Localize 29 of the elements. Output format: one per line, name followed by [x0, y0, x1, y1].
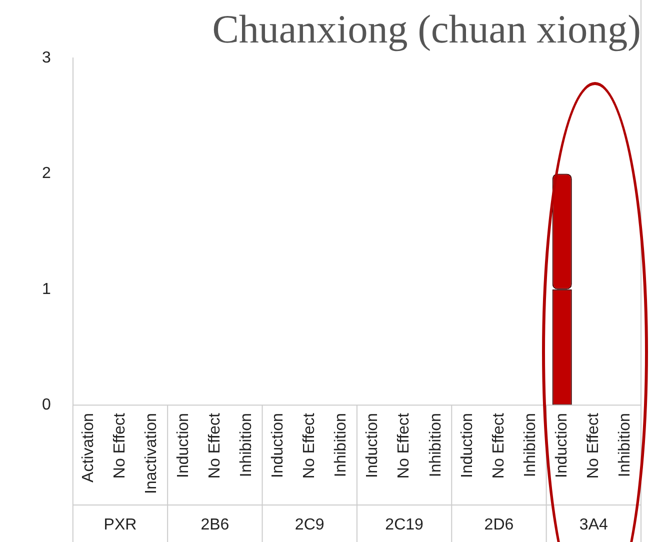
- y-tick-label: 1: [42, 280, 51, 298]
- x-tick-label: No Effect: [206, 412, 224, 479]
- text: 2C9: [294, 516, 324, 534]
- x-tick-label: Activation: [80, 413, 98, 482]
- x-tick-label: Induction: [364, 413, 382, 478]
- text: 3A4: [579, 516, 608, 534]
- text: 2B6: [200, 516, 230, 534]
- text: PXR: [104, 516, 137, 534]
- y-tick-label: 0: [42, 396, 51, 414]
- chart-title: Chuanxiong (chuan xiong): [212, 6, 641, 52]
- x-tick-label: No Effect: [112, 412, 129, 479]
- text: 2D6: [484, 516, 514, 534]
- x-tick-label: Induction: [174, 413, 192, 478]
- x-tick-label: Induction: [269, 413, 286, 478]
- x-tick-label: Inhibition: [332, 413, 350, 478]
- x-tick-label: Inhibition: [522, 413, 539, 478]
- x-tick-label: No Effect: [490, 412, 508, 479]
- x-tick-label: Inactivation: [143, 413, 160, 494]
- text: 2C19: [385, 516, 424, 534]
- x-tick-label: No Effect: [585, 412, 602, 479]
- x-tick-label: Induction: [458, 413, 476, 478]
- x-tick-label: Inhibition: [238, 413, 255, 478]
- y-tick-label: 3: [42, 49, 51, 66]
- x-tick-label: No Effect: [301, 412, 318, 479]
- y-tick-label: 2: [42, 165, 51, 182]
- x-tick-label: Inhibition: [427, 413, 444, 478]
- x-tick-label: Inhibition: [616, 413, 634, 478]
- x-tick-label: No Effect: [396, 412, 413, 479]
- x-tick-label: Induction: [554, 413, 571, 478]
